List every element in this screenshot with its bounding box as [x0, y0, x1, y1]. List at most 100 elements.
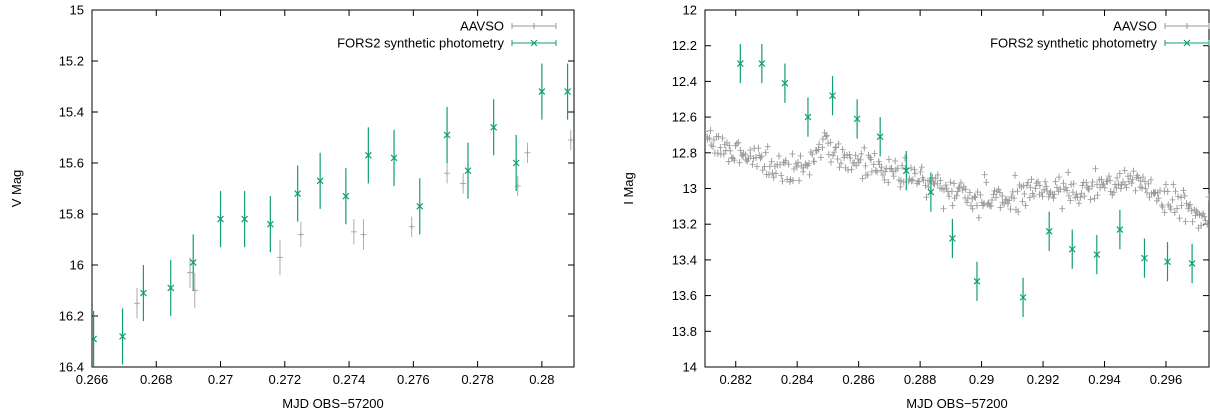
aavso-point	[1039, 192, 1046, 200]
fors2-point	[342, 168, 350, 225]
aavso-point	[911, 165, 918, 174]
aavso-point	[817, 153, 824, 161]
y-tick-label: 13.4	[672, 252, 697, 267]
aavso-point	[1059, 205, 1066, 213]
fors2-point	[781, 63, 789, 103]
plot-frame	[704, 9, 1210, 368]
x-marker	[217, 215, 224, 223]
x-tick-label: 0.292	[1027, 372, 1060, 387]
aavso-point	[1009, 188, 1016, 196]
x-tick-label: 0.268	[140, 372, 173, 387]
fors2-point	[853, 99, 861, 139]
aavso-point	[1014, 187, 1021, 195]
y-tick-label: 13.6	[672, 288, 697, 303]
x-marker	[1116, 226, 1124, 233]
fors2-point	[902, 151, 910, 191]
x-marker	[167, 284, 175, 292]
aavso-point	[1008, 193, 1015, 201]
aavso-point	[742, 151, 749, 159]
aavso-point	[828, 158, 835, 166]
aavso-point	[1073, 190, 1080, 198]
aavso-point	[1201, 212, 1208, 221]
x-marker	[512, 159, 520, 167]
aavso-point	[1121, 166, 1128, 174]
aavso-point	[1180, 186, 1187, 195]
aavso-point	[1123, 183, 1130, 192]
aavso-point	[1116, 169, 1123, 178]
aavso-point	[962, 185, 969, 193]
aavso-point	[914, 177, 921, 185]
aavso-point	[350, 219, 357, 245]
x-marker	[973, 277, 981, 285]
aavso-point	[947, 178, 954, 186]
aavso-point	[1077, 193, 1084, 201]
x-marker	[464, 167, 472, 175]
x-tick-label: 0.27	[208, 372, 233, 387]
aavso-point	[1147, 176, 1154, 184]
aavso-point	[1125, 178, 1132, 186]
aavso-point	[1079, 181, 1086, 190]
aavso-point	[1189, 218, 1196, 226]
aavso-point	[747, 146, 754, 154]
aavso-point	[991, 187, 998, 195]
aavso-point	[786, 177, 793, 186]
aavso-point	[897, 183, 904, 191]
x-marker	[1188, 260, 1196, 267]
aavso-point	[1012, 171, 1019, 179]
aavso-point	[882, 168, 889, 176]
aavso-point	[1151, 189, 1158, 198]
aavso-point	[1144, 189, 1151, 197]
aavso-point	[861, 144, 868, 152]
fors2-point	[948, 218, 956, 259]
aavso-point	[714, 149, 721, 157]
aavso-point	[735, 139, 742, 147]
aavso-point	[1081, 192, 1088, 200]
aavso-point	[768, 157, 775, 165]
aavso-point	[1035, 178, 1042, 186]
aavso-point	[886, 165, 893, 173]
fors2-point	[564, 63, 571, 120]
aavso-point	[807, 148, 814, 156]
aavso-point	[1042, 178, 1049, 186]
aavso-point	[894, 164, 901, 172]
aavso-point	[951, 180, 958, 188]
aavso-point	[1065, 192, 1072, 200]
aavso-point	[1078, 189, 1085, 197]
aavso-point	[1137, 177, 1144, 185]
x-axis: 0.282 0.284 0.286 0.288 0.29 0.292 0.294 0.296	[719, 10, 1182, 387]
aavso-point	[1167, 205, 1174, 213]
aavso-point	[957, 179, 964, 187]
aavso-point	[1069, 188, 1076, 196]
aavso-point	[1159, 203, 1166, 211]
fors2-point	[876, 117, 884, 157]
aavso-point	[761, 163, 768, 171]
x-tick-label: 0.276	[397, 372, 430, 387]
aavso-point	[847, 154, 854, 162]
aavso-point	[829, 152, 836, 160]
aavso-point	[889, 168, 896, 176]
aavso-point	[837, 159, 844, 167]
aavso-point	[825, 150, 832, 159]
aavso-point	[972, 193, 979, 201]
x-marker	[266, 220, 274, 228]
aavso-point	[1050, 194, 1057, 202]
aavso-point	[770, 173, 777, 181]
aavso-point	[1205, 193, 1209, 201]
aavso-point	[725, 157, 732, 166]
aavso-point	[846, 150, 853, 159]
aavso-point	[737, 147, 744, 155]
aavso-point	[983, 178, 990, 186]
aavso-point	[864, 171, 871, 179]
x-marker	[490, 123, 498, 131]
aavso-point	[133, 287, 140, 319]
aavso-point	[806, 171, 813, 179]
aavso-point	[955, 184, 962, 192]
aavso-point	[920, 176, 927, 184]
aavso-point	[717, 144, 724, 152]
aavso-point	[1115, 180, 1122, 188]
x-marker	[139, 289, 147, 297]
aavso-point	[789, 150, 796, 158]
aavso-point	[858, 150, 865, 158]
aavso-point	[871, 150, 878, 158]
aavso-point	[1122, 181, 1129, 189]
